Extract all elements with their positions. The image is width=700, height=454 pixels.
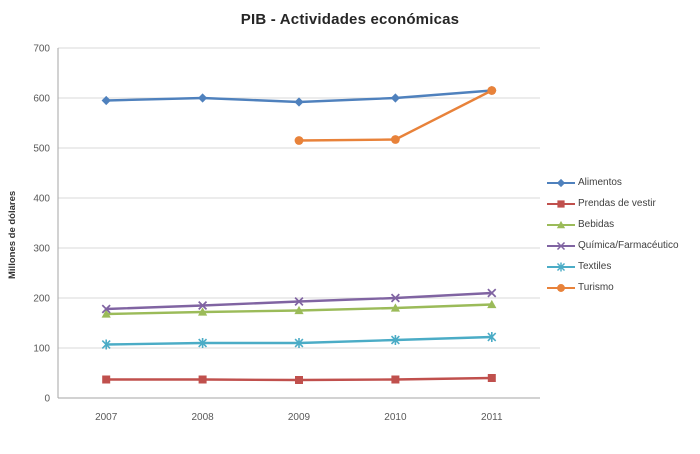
data-point-prendas-de-vestir-2008	[198, 375, 207, 384]
svg-text:2011: 2011	[481, 412, 503, 423]
legend-label: Textiles	[578, 261, 612, 272]
legend-label: Prendas de vestir	[578, 198, 656, 209]
series-bebidas	[101, 299, 497, 318]
data-point-bebidas-2009	[294, 305, 304, 315]
series-turismo	[294, 86, 497, 145]
svg-text:2009: 2009	[288, 412, 311, 423]
series-prendas-de-vestir	[102, 374, 496, 384]
data-point-prendas-de-vestir-2011	[487, 374, 496, 382]
svg-text:2007: 2007	[95, 412, 118, 423]
data-point-prendas-de-vestir-2010	[391, 375, 400, 384]
triangle-marker-icon	[547, 220, 575, 228]
legend-item-quimica-farmaceutico: Química/Farmacéutico	[546, 235, 679, 256]
asterisk-marker-icon	[547, 262, 575, 271]
data-point-quimica-farmaceutico-2011	[487, 288, 497, 298]
data-point-bebidas-2008	[198, 307, 208, 316]
x-axis-labels: 2007 2008 2009 2010 2011	[95, 412, 503, 423]
svg-text:200: 200	[33, 294, 50, 305]
series-textiles	[101, 332, 497, 350]
svg-text:300: 300	[33, 244, 50, 255]
legend-item-turismo: Turismo	[546, 277, 679, 298]
legend-label: Alimentos	[578, 177, 622, 188]
x-marker-icon	[547, 241, 575, 250]
y-axis-labels: 0 100 200 300 400 500 600 700	[33, 44, 50, 405]
svg-text:0: 0	[44, 394, 50, 405]
diamond-marker-icon	[547, 178, 575, 187]
legend-item-textiles: Textiles	[546, 256, 679, 277]
series-alimentos	[101, 85, 497, 107]
data-point-textiles-2011	[487, 332, 497, 342]
legend-label: Turismo	[578, 282, 614, 293]
legend-item-prendas-de-vestir: Prendas de vestir	[546, 193, 679, 214]
data-point-alimentos-2009	[294, 97, 304, 107]
data-point-turismo-2009	[294, 136, 304, 145]
axis-lines	[57, 48, 540, 399]
legend-item-bebidas: Bebidas	[546, 214, 679, 235]
svg-text:2008: 2008	[191, 412, 214, 423]
data-point-textiles-2010	[390, 335, 400, 345]
data-point-alimentos-2007	[101, 95, 111, 106]
data-point-alimentos-2010	[390, 93, 400, 103]
data-point-textiles-2009	[294, 338, 304, 348]
data-point-bebidas-2010	[390, 303, 400, 312]
svg-text:700: 700	[33, 44, 50, 55]
data-point-prendas-de-vestir-2007	[102, 375, 111, 384]
data-point-textiles-2008	[198, 338, 208, 348]
legend-label: Bebidas	[578, 219, 615, 230]
data-point-quimica-farmaceutico-2009	[294, 296, 304, 307]
legend-item-alimentos: Alimentos	[546, 172, 679, 193]
data-point-prendas-de-vestir-2009	[295, 376, 303, 384]
data-point-bebidas-2011	[487, 299, 497, 309]
legend-label: Química/Farmacéutico	[578, 240, 679, 251]
square-marker-icon	[547, 199, 575, 208]
data-point-turismo-2011	[487, 86, 497, 95]
svg-text:400: 400	[33, 194, 50, 205]
series-quimica-farmaceutico	[101, 288, 497, 314]
data-point-textiles-2007	[101, 339, 111, 350]
chart-title: PIB - Actividades económicas	[240, 11, 460, 28]
svg-text:100: 100	[33, 344, 50, 355]
data-point-alimentos-2008	[198, 93, 208, 103]
svg-text:600: 600	[33, 94, 50, 105]
svg-text:500: 500	[33, 144, 50, 155]
circle-marker-icon	[547, 283, 575, 292]
legend: Alimentos Prendas de vestir Bebidas Química…	[546, 172, 679, 298]
svg-text:2010: 2010	[384, 412, 407, 423]
data-point-quimica-farmaceutico-2007	[101, 304, 111, 314]
data-point-quimica-farmaceutico-2008	[198, 300, 208, 311]
data-point-bebidas-2007	[101, 309, 111, 318]
data-point-quimica-farmaceutico-2010	[390, 293, 400, 303]
data-point-turismo-2010	[391, 135, 400, 144]
